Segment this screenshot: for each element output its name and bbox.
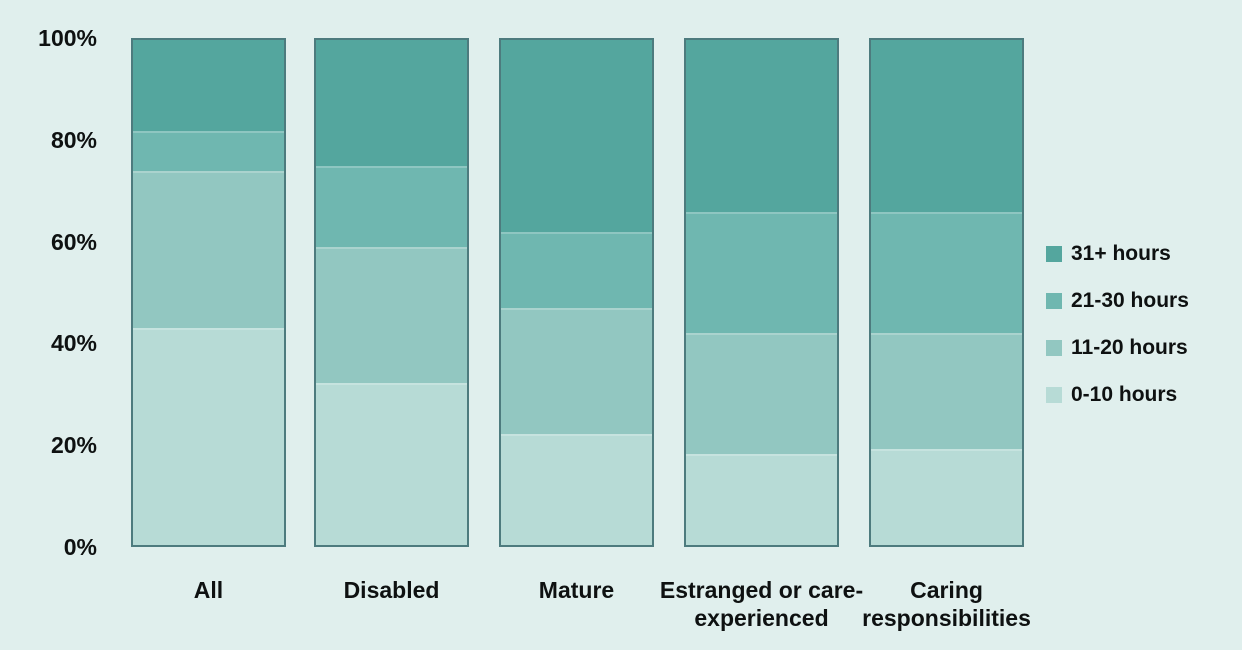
legend-swatch [1046,387,1062,403]
bar-segment [133,327,284,546]
bar-segment [316,247,467,384]
bar-segment [686,332,837,455]
legend-item: 11-20 hours [1046,336,1189,360]
bottom-edge-strip [0,650,1242,654]
bar-segment [501,40,652,232]
legend-label: 0-10 hours [1071,383,1178,406]
legend-item: 21-30 hours [1046,289,1189,313]
bar-segment [501,231,652,308]
bar-segment [133,40,284,131]
legend-label: 31+ hours [1071,242,1171,265]
category-label: Estranged or care-experienced [659,577,864,631]
bar-segment [871,40,1022,212]
legend-label: 21-30 hours [1071,289,1189,312]
legend-item: 0-10 hours [1046,383,1189,407]
y-axis-tick-label: 20% [50,432,97,459]
y-axis-tick-label: 60% [50,228,97,255]
bar-segment [133,130,284,172]
bar [499,38,654,547]
category-label: Disabled [343,577,440,603]
y-axis-tick-label: 80% [50,126,97,153]
bar-segment [871,332,1022,450]
category-label: All [193,577,224,603]
bar [684,38,839,547]
bar [131,38,286,547]
legend-swatch [1046,246,1062,262]
bar-segment [316,166,467,248]
category-label: Mature [538,577,615,603]
bar-segment [871,449,1022,546]
bar-segment [501,433,652,545]
bar-segment [871,211,1022,333]
bar-segment [316,383,467,545]
y-axis-tick-label: 100% [38,25,97,51]
bar-segment [686,40,837,212]
bar-segment [316,40,467,167]
category-label: Caring responsibilities [862,577,1031,631]
bar [869,38,1024,547]
bar [314,38,469,547]
bar-segment [686,211,837,333]
legend-item: 31+ hours [1046,242,1189,266]
bar-segment [686,454,837,546]
bar-segment [133,171,284,328]
bar-segment [501,307,652,434]
y-axis-tick-label: 0% [63,534,97,560]
legend-label: 11-20 hours [1071,336,1188,359]
legend-swatch [1046,293,1062,309]
legend-swatch [1046,340,1062,356]
legend: 31+ hours 21-30 hours 11-20 hours 0-10 hour… [1046,242,1189,430]
y-axis-tick-label: 40% [50,330,97,357]
